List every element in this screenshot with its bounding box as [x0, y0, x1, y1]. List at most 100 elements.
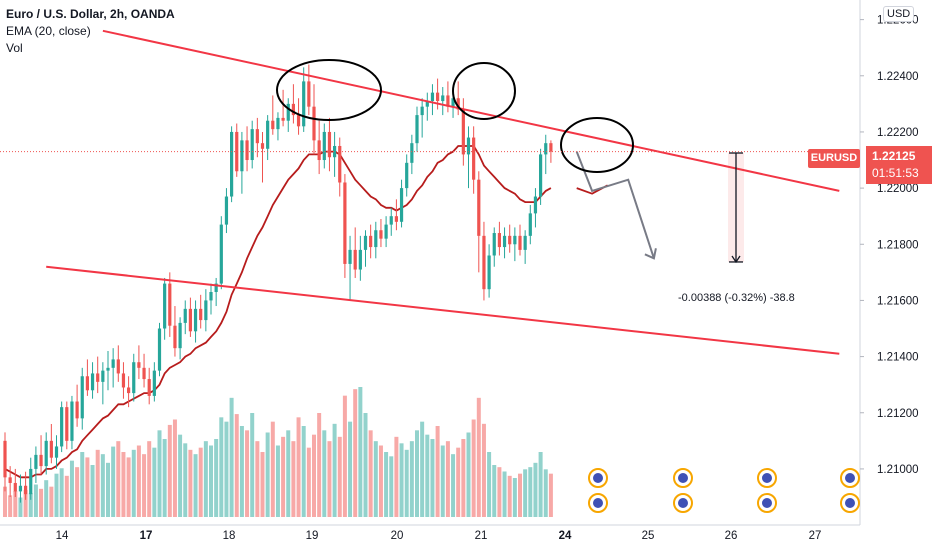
candle — [348, 235, 352, 301]
volume-bar — [250, 413, 255, 517]
volume-bar — [548, 473, 553, 517]
candle — [173, 306, 177, 357]
ema-legend: EMA (20, close) — [6, 24, 91, 38]
candle — [436, 78, 440, 110]
candle — [219, 216, 223, 290]
volume-bar — [286, 430, 291, 517]
candle — [230, 126, 234, 203]
candle — [34, 446, 38, 483]
candle-body — [333, 145, 337, 158]
volume-bar — [332, 423, 337, 517]
candle — [80, 367, 84, 430]
candle — [456, 81, 460, 116]
candle — [327, 117, 332, 172]
volume-bar — [270, 421, 275, 517]
event-flag-icon — [678, 473, 688, 483]
chart-legend: Euro / U.S. Dollar, 2h, OANDA EMA (20, c… — [6, 6, 175, 57]
candle — [168, 272, 172, 337]
event-flag-icon — [588, 468, 608, 488]
volume-bar — [219, 417, 224, 517]
volume-bar — [399, 443, 404, 517]
time-tick-label: 21 — [475, 530, 488, 542]
candle — [29, 457, 33, 500]
candle — [317, 120, 321, 175]
upper-trendline — [102, 29, 840, 192]
candle-body — [338, 145, 342, 183]
event-flag-icon — [840, 468, 860, 488]
volume-bar — [368, 430, 373, 517]
volume-bar — [420, 421, 425, 517]
candle — [60, 401, 64, 453]
candle-body — [482, 235, 486, 290]
candle — [235, 123, 239, 177]
volume-bar — [59, 468, 64, 517]
candle — [425, 92, 429, 121]
candle-body — [157, 328, 162, 371]
volume-bar — [234, 414, 239, 517]
candle — [3, 432, 7, 492]
currency-button[interactable]: USD — [883, 6, 915, 22]
candle — [24, 471, 28, 500]
candle — [111, 348, 115, 388]
candle — [127, 376, 131, 408]
volume-bar — [8, 495, 13, 517]
volume-bar — [178, 434, 183, 517]
candle — [502, 227, 507, 259]
volume-bar — [131, 449, 136, 517]
price-tick-label: 1.21000 — [877, 464, 919, 476]
lower-trendline — [46, 265, 840, 355]
volume-bar — [121, 452, 126, 517]
candle-body — [302, 81, 306, 127]
candle — [343, 174, 347, 278]
candle — [96, 356, 100, 394]
time-tick-label: 25 — [642, 530, 655, 542]
volume-bar — [404, 449, 409, 517]
candle-body — [204, 300, 208, 321]
candle-body — [152, 370, 156, 396]
price-tick-label: 1.21600 — [877, 295, 919, 307]
event-flag-icon — [673, 493, 693, 513]
event-flag-icon — [845, 498, 855, 508]
candle-body — [528, 213, 532, 236]
candle — [487, 244, 491, 298]
volume-bar — [353, 389, 358, 517]
candle — [214, 277, 218, 307]
measure-arrowhead — [731, 255, 741, 264]
candle-body — [266, 120, 270, 149]
candle-body — [271, 120, 275, 130]
candle-body — [291, 103, 295, 116]
candle — [369, 224, 373, 259]
volume-bar — [80, 452, 85, 517]
candle — [183, 300, 187, 335]
candle-body — [461, 109, 465, 155]
candle-body — [163, 283, 167, 329]
candle-body — [420, 106, 424, 116]
candle — [116, 345, 120, 382]
volume-bar — [301, 426, 306, 517]
event-flag-icon — [840, 493, 860, 513]
volume-bar — [23, 489, 28, 517]
candle — [539, 148, 543, 205]
time-tick-label: 18 — [223, 530, 236, 542]
candle-body — [250, 129, 254, 161]
volume-bar — [100, 454, 105, 517]
volume-bar — [507, 475, 512, 517]
volume-bar — [358, 387, 363, 517]
price-tick-label: 1.21200 — [877, 408, 919, 420]
volume-bar — [265, 432, 270, 517]
candle-body — [8, 477, 12, 483]
volume-bar — [476, 397, 481, 517]
last-price: 1.22125 — [872, 149, 916, 163]
candle — [85, 359, 89, 396]
candle-body — [168, 283, 172, 326]
volume-bar — [18, 497, 23, 517]
candle-body — [508, 235, 512, 245]
candle-body — [327, 131, 332, 158]
candle-body — [96, 373, 100, 382]
candle — [497, 221, 501, 256]
volume-bars — [3, 387, 553, 517]
candle — [137, 345, 141, 380]
candle — [106, 350, 110, 391]
candle-body — [13, 482, 17, 492]
